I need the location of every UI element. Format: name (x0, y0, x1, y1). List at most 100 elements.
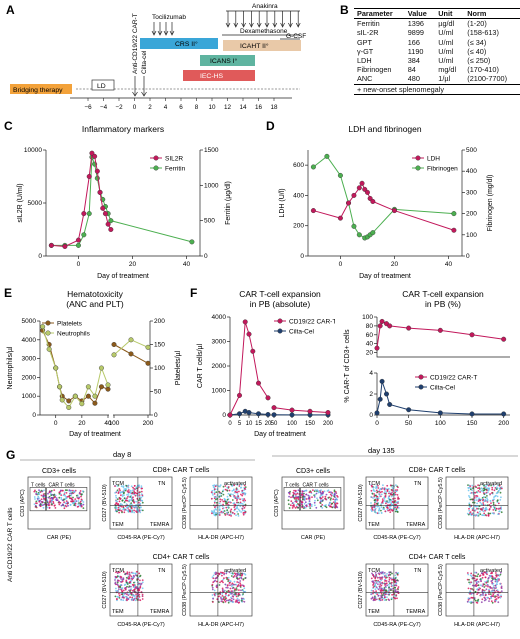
chart-title: Inflammatory markers (82, 124, 164, 134)
q-tcm: TCM (112, 481, 124, 487)
lab-cell: ANC (357, 74, 373, 84)
ytick-left: 0 (38, 253, 42, 260)
q-temra: TEMRA (150, 522, 170, 528)
ytick-right: 100 (466, 232, 477, 239)
flow-x-label: HLA-DR (APC-H7) (198, 535, 244, 541)
car-t-label: Anti-CD19/22 CAR-T (132, 13, 139, 74)
cilta-point (469, 411, 475, 417)
panel-label-a: A (6, 3, 15, 17)
y-axis-label-right: Platelets/µl (175, 350, 182, 385)
series-left-point (451, 227, 457, 233)
flow-y-label: CD38 (PerCP-Cy5.5) (438, 564, 444, 616)
lab-cell: (≤ 40) (467, 46, 487, 56)
ytick-top: 20 (366, 350, 374, 357)
chart-subtitle: in PB (absolute) (250, 299, 311, 309)
crs-label: CRS II° (175, 40, 198, 48)
cilta-point (265, 412, 271, 418)
cd8-title-day135: CD8+ CAR T cells (409, 467, 466, 474)
icaht-label: ICAHT II° (240, 42, 269, 50)
xtick: 150 (467, 420, 478, 427)
neutrophils-point (53, 365, 59, 371)
xtick: 50 (405, 420, 413, 427)
icans-label: ICANS I° (210, 57, 238, 65)
legend-label: Neutrophils (57, 331, 91, 338)
cd1922-line (273, 407, 329, 414)
y-axis-label-right: Fibrinogen (mg/dl) (487, 175, 494, 232)
series-right-point (310, 164, 316, 170)
iechs-bar (183, 70, 255, 81)
lab-panel: B Parameter Value Unit Norm Ferritin 1396… (340, 0, 520, 112)
cd1922-point (406, 325, 412, 331)
panel-label-g: G (6, 448, 15, 462)
panel-label: E (4, 286, 12, 300)
platelets-point (92, 400, 98, 406)
q-temra: TEMRA (406, 522, 426, 528)
ytick-top: 40 (366, 341, 374, 348)
cilta-point (289, 412, 295, 418)
iechs-label: IEC-HS (200, 73, 224, 80)
q-tem: TEM (368, 609, 380, 615)
platelets-point (85, 393, 91, 399)
lab-cell: γ-GT (357, 46, 374, 56)
ytick: 4000 (212, 314, 227, 321)
ytick: 0 (222, 412, 226, 419)
xtick: 0 (228, 421, 232, 427)
lab-cell: GPT (357, 37, 372, 47)
gate-tcells: T cells (285, 482, 300, 488)
ytick-left: 10000 (24, 147, 42, 154)
x-axis-label: Day of treatment (97, 273, 149, 280)
xtick: 200 (498, 420, 509, 427)
series-left-point (105, 221, 111, 227)
series-left-point (370, 198, 376, 204)
series-right-point (337, 172, 343, 178)
chart-title: LDH and fibrinogen (348, 124, 422, 134)
lab-cell: U/ml (438, 56, 454, 66)
cd1922-point (246, 331, 252, 337)
flow-x-label: CAR (PE) (47, 535, 71, 541)
ld-label: LD (97, 83, 106, 90)
q-activated: activated (480, 568, 502, 574)
platelets-point (128, 351, 134, 357)
lab-row: ANC 480 1/µl (2100-7700) (354, 74, 520, 84)
gate-car: CAR T cells (302, 482, 329, 488)
cilta-label: Cilta-cel (141, 50, 148, 74)
ytick: 1000 (212, 388, 227, 395)
x-axis-label: Day of treatment (69, 431, 121, 438)
lab-cell: (170-410) (467, 65, 499, 75)
lab-cell: Fibrinogen (357, 65, 392, 75)
ld-box (91, 79, 115, 91)
ytick-right: 200 (466, 211, 477, 218)
xtick: 50 (271, 421, 278, 427)
ytick-right: 300 (466, 189, 477, 196)
flow-x-label: CAR (PE) (301, 535, 325, 541)
xtick: 0 (54, 420, 58, 427)
xtick: 200 (323, 421, 334, 427)
bridging-label: Bridging therapy (13, 87, 63, 94)
lab-cell: (≤ 250) (467, 56, 491, 66)
gate-car: CAR T cells (48, 482, 75, 488)
ytick-left: 5000 (22, 318, 37, 325)
flow-x-label: CD45-RA (PE-Cy7) (373, 535, 421, 541)
chart-title: Hematotoxicity (67, 289, 123, 299)
timeline-tick-label: 12 (224, 104, 232, 111)
ytick-bottom: 2 (369, 391, 373, 398)
series-right-point (86, 211, 92, 217)
series-left-point (346, 200, 352, 206)
y-axis-label: % CAR-T of CD3+ cells (344, 329, 351, 403)
lab-cell: Ferritin (357, 19, 380, 29)
bridging-bar (10, 84, 72, 94)
legend-label: SIL2R (165, 156, 183, 163)
cilta-point (384, 391, 390, 397)
legend-marker (415, 165, 421, 171)
legend-label: CD19/22 CAR-T (430, 375, 477, 382)
col-norm: Norm (464, 8, 520, 20)
ytick-right: 500 (204, 218, 215, 225)
ytick-bottom: 4 (369, 370, 373, 377)
series-left-point (86, 174, 92, 180)
cd1922-point (377, 323, 383, 329)
timeline-tick-label: 6 (179, 104, 183, 111)
gate-tcells: T cells (31, 482, 46, 488)
icans-bar (200, 55, 255, 66)
flow-y-label: CD38 (PerCP-Cy5.5) (438, 477, 444, 529)
ytick: 3000 (212, 339, 227, 346)
